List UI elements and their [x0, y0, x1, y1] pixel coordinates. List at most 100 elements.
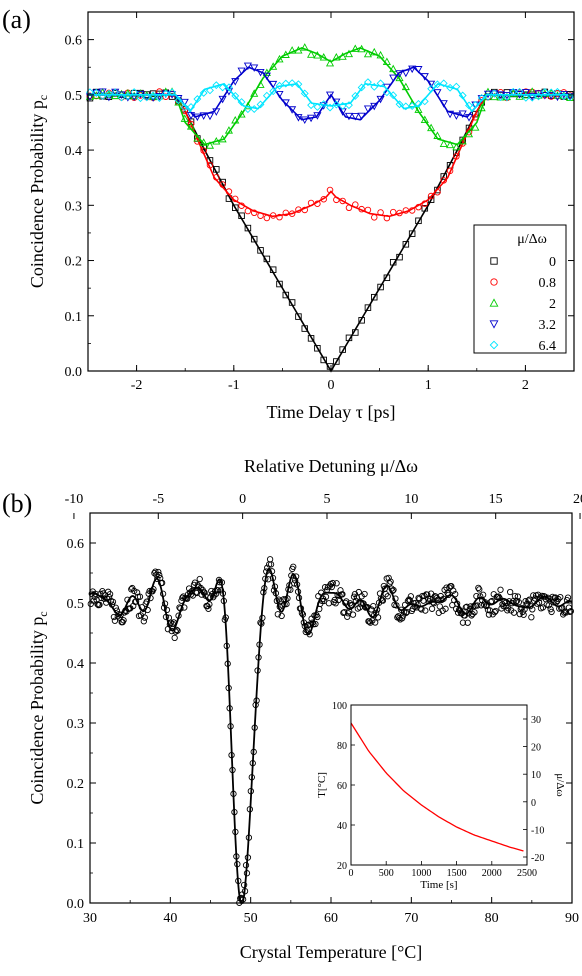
data-point [348, 602, 356, 609]
y-tick-label: 0.3 [65, 199, 83, 214]
data-point [162, 93, 170, 100]
data-point [263, 214, 271, 222]
x-tick-label: 40 [163, 911, 177, 926]
data-point [111, 88, 120, 97]
data-point [452, 142, 461, 151]
data-point [446, 140, 455, 149]
data-point [422, 607, 429, 614]
data-point [262, 68, 271, 77]
data-point [260, 589, 267, 596]
x-tick-label: 50 [244, 911, 258, 926]
data-point [136, 593, 144, 600]
data-point [168, 93, 176, 100]
y-axis-label: Coincidence Probability pc [27, 95, 50, 288]
data-point [219, 181, 226, 188]
data-point [407, 593, 415, 600]
inset-y-tick-label: 40 [337, 821, 347, 832]
legend-marker [489, 320, 499, 329]
data-point [335, 596, 342, 604]
data-point [144, 606, 151, 614]
data-point [352, 597, 360, 605]
data-point [224, 126, 233, 134]
data-point [294, 588, 302, 595]
data-point [453, 153, 460, 160]
inset-x-tick-label: 2500 [517, 868, 537, 879]
data-point [200, 147, 207, 154]
data-point [256, 100, 265, 109]
data-point [485, 611, 493, 618]
top-tick-label: -10 [65, 492, 84, 507]
data-point [452, 112, 461, 120]
data-point [357, 83, 366, 92]
data-point [333, 196, 340, 204]
data-point [223, 642, 230, 650]
data-point [213, 166, 220, 173]
data-point [367, 619, 374, 626]
data-point [395, 73, 404, 82]
data-point [484, 92, 492, 101]
data-point [515, 92, 524, 100]
data-point [142, 93, 151, 102]
inset-y-tick-label: 20 [337, 861, 347, 872]
data-point [159, 590, 167, 597]
data-point [253, 697, 260, 704]
x-tick-label: 30 [83, 911, 97, 926]
legend-label: 0 [549, 255, 556, 270]
data-point [344, 613, 351, 620]
data-point [242, 862, 250, 869]
data-point [169, 620, 176, 628]
top-axis-label: Relative Detuning μ/Δω [244, 456, 418, 476]
data-point [497, 586, 504, 593]
data-point [509, 87, 518, 96]
data-point [332, 98, 341, 107]
inset-right-axis-label: μ/Δω [554, 773, 566, 796]
legend-label: 3.2 [539, 318, 557, 333]
data-point [175, 612, 182, 619]
data-point [477, 103, 486, 112]
data-point [241, 887, 249, 895]
data-point [264, 564, 271, 571]
legend-marker [489, 340, 499, 350]
data-point [149, 91, 158, 100]
data-point [222, 614, 229, 621]
data-point [269, 212, 277, 219]
data-point [376, 95, 385, 104]
data-point [214, 587, 222, 594]
data-point [232, 204, 239, 211]
data-point [271, 583, 279, 590]
data-point [193, 95, 202, 103]
data-point [396, 253, 403, 261]
data-point [387, 578, 394, 585]
data-point [237, 98, 246, 106]
data-point [480, 591, 487, 598]
data-point [244, 224, 252, 232]
data-point [206, 86, 214, 95]
data-point [250, 64, 259, 72]
data-point [322, 593, 330, 600]
data-point [384, 593, 391, 600]
data-point [106, 590, 114, 598]
data-point [262, 91, 271, 100]
data-point [130, 91, 139, 100]
data-point [547, 606, 554, 613]
data-point [326, 363, 334, 370]
data-point [382, 590, 389, 598]
data-point [510, 609, 518, 616]
x-tick-label: 2 [522, 378, 529, 393]
data-point [212, 137, 221, 145]
data-point [420, 115, 429, 123]
data-point [234, 860, 241, 868]
data-point [140, 618, 147, 625]
data-point [281, 79, 290, 88]
data-point [297, 605, 305, 612]
data-point [171, 634, 178, 642]
data-point [528, 93, 537, 102]
data-point [465, 101, 473, 110]
inset-right-tick-label: 0 [531, 798, 536, 809]
data-point [279, 602, 286, 609]
data-point [487, 598, 495, 605]
data-point [320, 356, 327, 364]
data-point [439, 100, 448, 108]
data-point [433, 131, 442, 139]
data-point [383, 214, 391, 222]
